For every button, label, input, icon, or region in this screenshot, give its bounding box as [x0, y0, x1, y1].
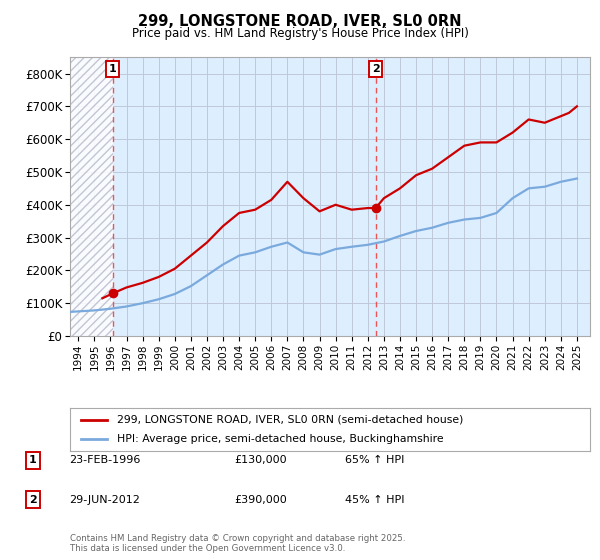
Text: 65% ↑ HPI: 65% ↑ HPI — [345, 455, 404, 465]
Text: Contains HM Land Registry data © Crown copyright and database right 2025.
This d: Contains HM Land Registry data © Crown c… — [70, 534, 406, 553]
Text: 1: 1 — [29, 455, 37, 465]
Text: 1: 1 — [109, 64, 117, 74]
Text: £390,000: £390,000 — [234, 494, 287, 505]
Text: 29-JUN-2012: 29-JUN-2012 — [69, 494, 140, 505]
Text: 299, LONGSTONE ROAD, IVER, SL0 0RN: 299, LONGSTONE ROAD, IVER, SL0 0RN — [138, 14, 462, 29]
Bar — [70, 57, 113, 336]
Text: 299, LONGSTONE ROAD, IVER, SL0 0RN (semi-detached house): 299, LONGSTONE ROAD, IVER, SL0 0RN (semi… — [117, 415, 463, 424]
Text: 2: 2 — [29, 494, 37, 505]
Text: 23-FEB-1996: 23-FEB-1996 — [69, 455, 140, 465]
Text: 45% ↑ HPI: 45% ↑ HPI — [345, 494, 404, 505]
Text: £130,000: £130,000 — [234, 455, 287, 465]
Text: 2: 2 — [372, 64, 380, 74]
Text: HPI: Average price, semi-detached house, Buckinghamshire: HPI: Average price, semi-detached house,… — [117, 434, 443, 444]
Text: Price paid vs. HM Land Registry's House Price Index (HPI): Price paid vs. HM Land Registry's House … — [131, 27, 469, 40]
